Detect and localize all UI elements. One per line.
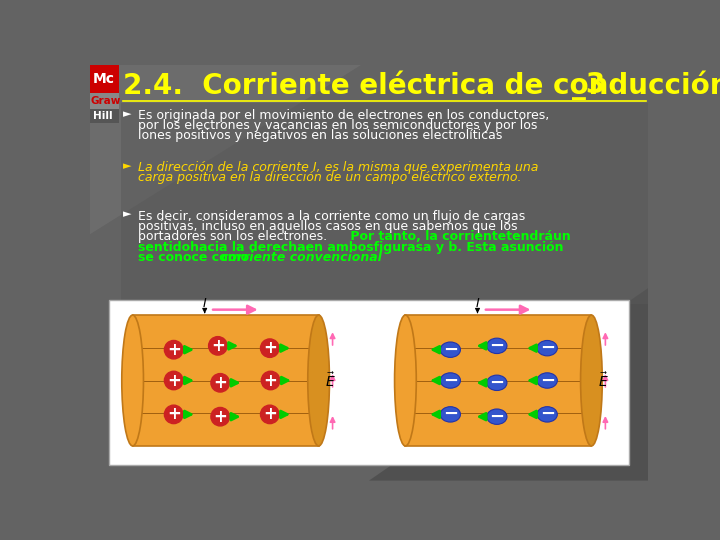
Polygon shape xyxy=(121,103,648,303)
Circle shape xyxy=(211,408,230,426)
Text: −: − xyxy=(540,372,555,389)
Text: Graw: Graw xyxy=(91,96,121,106)
Text: +: + xyxy=(263,339,276,357)
Circle shape xyxy=(164,372,183,390)
Ellipse shape xyxy=(487,375,507,390)
Text: −: − xyxy=(443,372,458,389)
Text: positivas, incluso en aquellos casos en que sabemos que los: positivas, incluso en aquellos casos en … xyxy=(138,220,518,233)
Ellipse shape xyxy=(441,342,461,357)
Text: −: − xyxy=(490,374,505,392)
Ellipse shape xyxy=(580,315,602,446)
Bar xyxy=(405,315,591,446)
Ellipse shape xyxy=(441,407,461,422)
Bar xyxy=(132,315,319,446)
Text: Hill: Hill xyxy=(93,111,113,120)
Text: I: I xyxy=(203,296,207,309)
Text: I: I xyxy=(476,296,480,309)
Text: −: − xyxy=(443,341,458,359)
Text: carga positiva en la dirección de un campo eléctrico externo.: carga positiva en la dirección de un cam… xyxy=(138,171,521,185)
Circle shape xyxy=(164,340,183,359)
Text: +: + xyxy=(213,408,227,426)
Text: −: − xyxy=(490,337,505,355)
Ellipse shape xyxy=(487,409,507,424)
Circle shape xyxy=(261,405,279,423)
Ellipse shape xyxy=(537,373,557,388)
Text: Mc: Mc xyxy=(92,72,114,86)
Text: +: + xyxy=(167,406,181,423)
Circle shape xyxy=(209,336,228,355)
Text: Es originada por el movimiento de electrones en los conductores,: Es originada por el movimiento de electr… xyxy=(138,109,549,122)
Text: ►: ► xyxy=(122,210,131,220)
Polygon shape xyxy=(90,65,361,234)
Text: corriente convencional: corriente convencional xyxy=(221,251,382,264)
Text: +: + xyxy=(213,374,227,392)
Bar xyxy=(90,93,120,109)
Text: ►: ► xyxy=(122,109,131,119)
Circle shape xyxy=(261,372,280,390)
Ellipse shape xyxy=(441,373,461,388)
Text: _3: _3 xyxy=(572,72,606,100)
Text: portadores son los electrones.: portadores son los electrones. xyxy=(138,231,327,244)
Circle shape xyxy=(164,405,183,423)
Text: se conoce como: se conoce como xyxy=(138,251,249,264)
Circle shape xyxy=(261,339,279,357)
Ellipse shape xyxy=(307,315,330,446)
Bar xyxy=(90,109,120,123)
Text: +: + xyxy=(263,406,276,423)
Text: sentidohacia la derechaen ambosfigurasa y b. Esta asunción: sentidohacia la derechaen ambosfigurasa … xyxy=(138,241,564,254)
Text: por los electrones y vacancias en los semiconductores y por los: por los electrones y vacancias en los se… xyxy=(138,119,537,132)
Polygon shape xyxy=(369,288,648,481)
Text: −: − xyxy=(490,408,505,426)
Text: 2.4.  Corriente eléctrica de conducción: 2.4. Corriente eléctrica de conducción xyxy=(122,72,720,100)
Text: −: − xyxy=(443,406,458,423)
Text: +: + xyxy=(167,372,181,389)
Ellipse shape xyxy=(395,315,416,446)
Text: ►: ► xyxy=(122,161,131,171)
Ellipse shape xyxy=(537,340,557,356)
Text: +: + xyxy=(211,337,225,355)
Bar xyxy=(109,300,629,465)
Text: +: + xyxy=(167,341,181,359)
Text: La dirección de la corriente I, es la misma que experimenta una: La dirección de la corriente I, es la mi… xyxy=(138,161,539,174)
Circle shape xyxy=(211,374,230,392)
Ellipse shape xyxy=(487,338,507,354)
Text: iones positivos y negativos en las soluciones electrolíticas: iones positivos y negativos en las soluc… xyxy=(138,130,503,143)
Ellipse shape xyxy=(537,407,557,422)
Text: $\vec{E}$: $\vec{E}$ xyxy=(598,371,608,390)
Text: Es decir, consideramos a la corriente como un flujo de cargas: Es decir, consideramos a la corriente co… xyxy=(138,210,526,222)
Text: $\vec{E}$: $\vec{E}$ xyxy=(325,371,336,390)
Text: Por tanto, la corrientetendráun: Por tanto, la corrientetendráun xyxy=(346,231,570,244)
Text: −: − xyxy=(540,406,555,423)
Bar xyxy=(90,65,120,93)
Ellipse shape xyxy=(122,315,143,446)
Text: +: + xyxy=(264,372,277,389)
Text: −: − xyxy=(540,339,555,357)
